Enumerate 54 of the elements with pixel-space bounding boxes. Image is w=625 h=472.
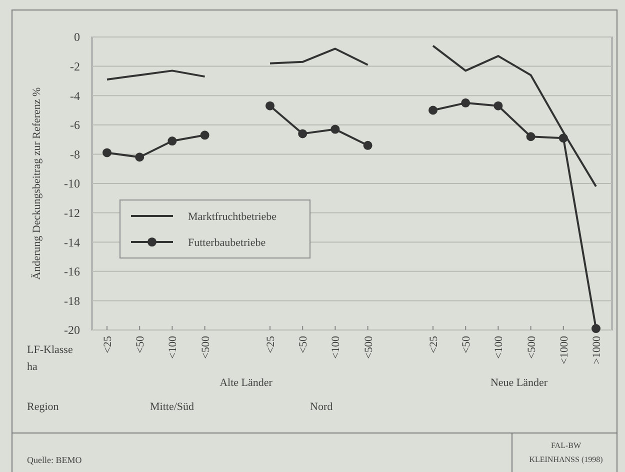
- y-tick-label: -2: [70, 60, 80, 74]
- point: [592, 324, 600, 334]
- text: Mitte/Süd: [150, 401, 195, 413]
- y-tick-label: 0: [74, 30, 80, 44]
- x-tick-label: <100: [493, 336, 506, 359]
- y-tick-label: -14: [64, 235, 80, 250]
- point: [200, 130, 210, 140]
- point: [135, 152, 144, 162]
- x-tick-label: <1000: [558, 336, 570, 364]
- text: Neue Länder: [490, 377, 548, 389]
- text: ha: [27, 361, 38, 373]
- point: [461, 98, 470, 108]
- point: [526, 132, 536, 142]
- y-tick-label: -12: [64, 206, 80, 220]
- point: [298, 129, 308, 138]
- x-tick-label: <50: [298, 336, 310, 354]
- x-tick-label: <100: [330, 336, 342, 359]
- x-tick-label: <50: [460, 336, 473, 354]
- point: [363, 140, 372, 150]
- point: [428, 106, 438, 115]
- y-tick-label: -6: [70, 118, 80, 132]
- point: [266, 101, 274, 110]
- point: [330, 124, 340, 134]
- x-tick-label: <100: [167, 336, 180, 359]
- y-tick-label: -10: [64, 176, 80, 191]
- y-tick-label: -4: [70, 88, 80, 103]
- text: LF-Klasse: [27, 344, 73, 356]
- y-tick-label: -8: [70, 147, 80, 162]
- y-tick-label: -16: [64, 264, 80, 279]
- x-tick-label: <500: [362, 336, 375, 359]
- x-tick-label: <25: [428, 336, 440, 354]
- text: Alte Länder: [220, 377, 273, 389]
- legend-item: Marktfruchtbetriebe: [131, 210, 277, 223]
- x-tick-label: <25: [265, 336, 277, 354]
- point: [558, 134, 568, 143]
- text: Nord: [310, 401, 334, 413]
- x-tick-label: <50: [134, 336, 147, 354]
- text: FAL-BW: [550, 441, 582, 450]
- legend-label: Marktfruchtbetriebe: [188, 210, 277, 223]
- y-axis-title: Änderung Deckungsbeitrag zur Referenz %: [31, 87, 43, 280]
- x-tick-label: <25: [102, 336, 114, 354]
- x-tick-label: >1000: [591, 336, 603, 364]
- point: [102, 148, 112, 158]
- point: [168, 136, 177, 146]
- text: Region: [27, 401, 60, 413]
- point: [494, 101, 503, 110]
- legend-item: Futterbaubetriebe: [131, 236, 266, 249]
- legend-label: Futterbaubetriebe: [188, 236, 266, 249]
- text: KLEINHANSS (1998): [529, 455, 604, 464]
- x-tick-label: <500: [200, 336, 212, 359]
- y-tick-label: -20: [64, 323, 80, 338]
- source-note: Quelle: BEMO: [27, 455, 82, 465]
- x-tick-label: <500: [526, 336, 538, 359]
- y-tick-label: -18: [64, 294, 80, 308]
